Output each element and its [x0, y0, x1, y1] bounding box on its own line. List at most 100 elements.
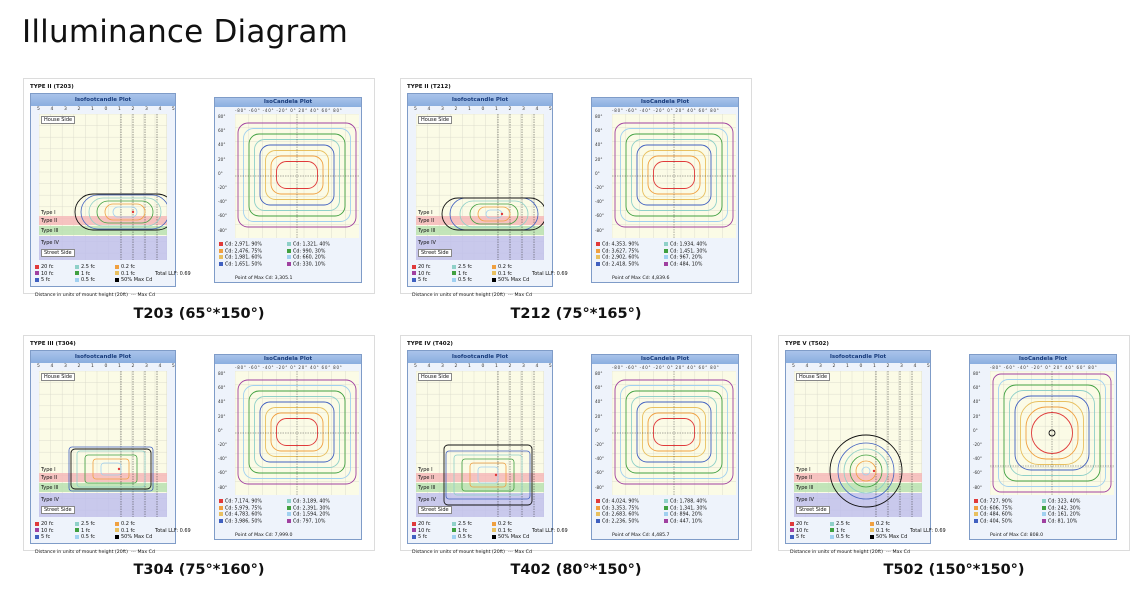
diagram-card-t203: TYPE II (T203) Isofootcandle Plot 5 4 3 2 … — [23, 78, 375, 298]
type-ii-label: Type II — [41, 475, 58, 481]
type-i-label: Type I — [418, 467, 433, 473]
iso-plot-area: House Side Type I Type II Type III Type IV St… — [794, 371, 922, 517]
iso-x-scale: 5 4 3 2 1 0 1 2 3 4 5 — [414, 107, 552, 112]
cand-y-label: -20° — [595, 442, 604, 447]
cand-y-label: 80° — [595, 371, 603, 376]
type-tag: TYPE IV (T402) — [407, 341, 453, 347]
isofootcandle-plot: Isofootcandle Plot 5 4 3 2 1 0 1 2 3 4 5 H… — [407, 350, 568, 555]
cand-legend-item: Cd: 727, 90% — [974, 499, 1042, 506]
isofootcandle-plot: Isofootcandle Plot 5 4 3 2 1 0 1 2 3 4 5 H… — [407, 93, 568, 298]
legend-item: 0.2 fc — [492, 521, 532, 528]
cand-legend-item: Cd: 660, 20% — [287, 255, 355, 262]
total-llf: Total LLF: 0.69 — [155, 270, 191, 277]
cand-legend-item: Cd: 484, 10% — [664, 262, 732, 269]
cand-plot-area — [990, 371, 1114, 495]
legend-item: 50% Max Cd — [492, 534, 532, 541]
cand-x-scale: -80° -60° -40° -20° 0° 20° 40° 60° 80° — [612, 108, 720, 113]
cand-y-label: -80° — [973, 484, 982, 490]
caption-t212: T212 (75°*165°) — [510, 306, 642, 322]
cand-y-label: 20° — [218, 156, 226, 162]
legend-item: 0.5 fc — [75, 277, 115, 284]
legend-item: 2.5 fc — [75, 264, 115, 271]
legend-item: 50% Max Cd — [870, 534, 910, 541]
cand-y-label: 60° — [595, 128, 603, 134]
cand-legend-item: Cd: 81, 10% — [1042, 519, 1110, 526]
cand-y-label: -20° — [973, 442, 982, 447]
diagram-card-t502: TYPE V (T502) Isofootcandle Plot 5 4 3 2 1… — [778, 335, 1130, 555]
cand-y-label: -40° — [218, 456, 227, 462]
cand-legend-item: Cd: 4,353, 90% — [596, 242, 664, 249]
cand-y-label: -60° — [595, 470, 604, 476]
cand-legend-item: Cd: 1,651, 50% — [219, 262, 287, 269]
cand-y-label: 40° — [218, 399, 226, 405]
iso-x-scale: 5 4 3 2 1 0 1 2 3 4 5 — [37, 364, 175, 369]
legend-item: 50% Max Cd — [115, 277, 155, 284]
legend-item: 20 fc — [35, 264, 75, 271]
cand-legend-item: Cd: 242, 30% — [1042, 505, 1110, 513]
cand-y-label: -80° — [595, 227, 604, 233]
cand-legend: Cd: 2,971, 90% Cd: 1,321, 40%Cd: 2,476, 7… — [219, 242, 361, 269]
cand-legend-item: Cd: 5,979, 75% — [219, 505, 287, 513]
cand-legend-item: Cd: 894, 20% — [664, 512, 732, 519]
legend-item: 0.1 fc — [115, 528, 155, 535]
legend-item: 0.1 fc — [492, 271, 532, 278]
legend-item: 1 fc — [830, 528, 870, 535]
legend-item: 5 fc — [35, 277, 75, 284]
cand-y-label: 80° — [218, 371, 226, 376]
legend-item: 5 fc — [412, 534, 452, 541]
cand-y-label: 80° — [595, 114, 603, 119]
cand-legend-item: Cd: 3,627, 75% — [596, 248, 664, 256]
cand-x-scale: -80° -60° -40° -20° 0° 20° 40° 60° 80° — [235, 365, 343, 370]
type-ii-label: Type II — [418, 475, 435, 481]
iso-plot-title: Isofootcandle Plot — [408, 351, 552, 363]
type-iv-label: Type IV — [41, 240, 59, 246]
cand-y-label: 20° — [595, 156, 603, 162]
cand-legend-item: Cd: 1,341, 30% — [664, 505, 732, 513]
isocandela-plot: IsoCandela Plot -80° -60° -40° -20° 0° 20… — [969, 354, 1117, 540]
legend-item: 0.1 fc — [115, 271, 155, 278]
type-ii-label: Type II — [796, 475, 813, 481]
cand-legend-item: Cd: 4,024, 90% — [596, 499, 664, 506]
legend-item: 5 fc — [790, 534, 830, 541]
cand-x-scale: -80° -60° -40° -20° 0° 20° 40° 60° 80° — [612, 365, 720, 370]
house-side-label: House Side — [418, 373, 453, 381]
type-iv-label: Type IV — [41, 497, 59, 503]
cand-plot-title: IsoCandela Plot — [592, 98, 738, 107]
type-iii-label: Type III — [41, 228, 59, 234]
type-iii-label: Type III — [796, 485, 814, 491]
legend-item: 10 fc — [790, 528, 830, 535]
legend-item: 2.5 fc — [830, 521, 870, 528]
cand-y-label: 0° — [218, 170, 223, 176]
cand-legend-item: Cd: 2,418, 50% — [596, 262, 664, 269]
iso-legend: 20 fc 2.5 fc 0.2 fc 10 fc 1 fc 0.1 fc Total LL… — [412, 521, 568, 541]
cand-plot-title: IsoCandela Plot — [215, 98, 361, 107]
street-side-label: Street Side — [41, 249, 75, 257]
cand-y-label: -60° — [218, 213, 227, 219]
iso-x-scale: 5 4 3 2 1 0 1 2 3 4 5 — [792, 364, 930, 369]
cand-legend-item: Cd: 2,476, 75% — [219, 248, 287, 256]
street-side-label: Street Side — [41, 506, 75, 514]
cand-legend-item: Cd: 3,986, 50% — [219, 519, 287, 526]
legend-item: 10 fc — [35, 271, 75, 278]
cand-y-label: 40° — [218, 142, 226, 148]
caption-t502: T502 (150°*150°) — [883, 562, 1025, 578]
type-i-label: Type I — [418, 210, 433, 216]
legend-item: 20 fc — [35, 521, 75, 528]
type-iii-label: Type III — [418, 228, 436, 234]
cand-legend-item: Cd: 1,981, 60% — [219, 255, 287, 262]
cand-legend-item: Cd: 484, 60% — [974, 512, 1042, 519]
cand-legend: Cd: 727, 90% Cd: 323, 40%Cd: 606, 75% Cd: … — [974, 499, 1116, 526]
cand-y-label: -60° — [595, 213, 604, 219]
house-side-label: House Side — [41, 373, 76, 381]
iso-x-scale: 5 4 3 2 1 0 1 2 3 4 5 — [414, 364, 552, 369]
legend-item: 0.5 fc — [830, 534, 870, 541]
type-tag: TYPE III (T304) — [30, 341, 76, 347]
iso-legend: 20 fc 2.5 fc 0.2 fc 10 fc 1 fc 0.1 fc Total LL… — [35, 521, 191, 541]
cand-y-label: 20° — [595, 413, 603, 419]
cand-plot-area — [612, 114, 736, 238]
caption-t203: T203 (65°*150°) — [133, 306, 265, 322]
cand-y-label: 40° — [973, 399, 981, 405]
cand-x-scale: -80° -60° -40° -20° 0° 20° 40° 60° 80° — [235, 108, 343, 113]
cand-legend-item: Cd: 1,934, 40% — [664, 242, 732, 249]
cand-legend: Cd: 4,024, 90% Cd: 1,788, 40%Cd: 3,353, 7… — [596, 499, 738, 526]
